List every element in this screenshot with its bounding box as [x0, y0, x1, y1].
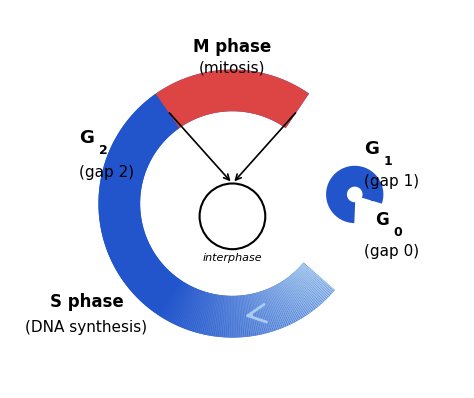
Text: G: G [364, 140, 379, 158]
Text: G: G [79, 129, 94, 147]
Text: (mitosis): (mitosis) [199, 61, 266, 76]
Text: (DNA synthesis): (DNA synthesis) [25, 320, 147, 335]
Text: 2: 2 [99, 144, 108, 157]
Text: (gap 1): (gap 1) [364, 174, 419, 189]
Text: (gap 2): (gap 2) [79, 165, 134, 180]
Text: (gap 0): (gap 0) [364, 244, 419, 259]
Text: interphase: interphase [202, 253, 262, 263]
Text: S phase: S phase [50, 293, 123, 311]
Text: 1: 1 [384, 155, 392, 168]
Text: 0: 0 [393, 226, 402, 239]
Text: M phase: M phase [193, 38, 272, 56]
Text: G: G [375, 211, 389, 229]
